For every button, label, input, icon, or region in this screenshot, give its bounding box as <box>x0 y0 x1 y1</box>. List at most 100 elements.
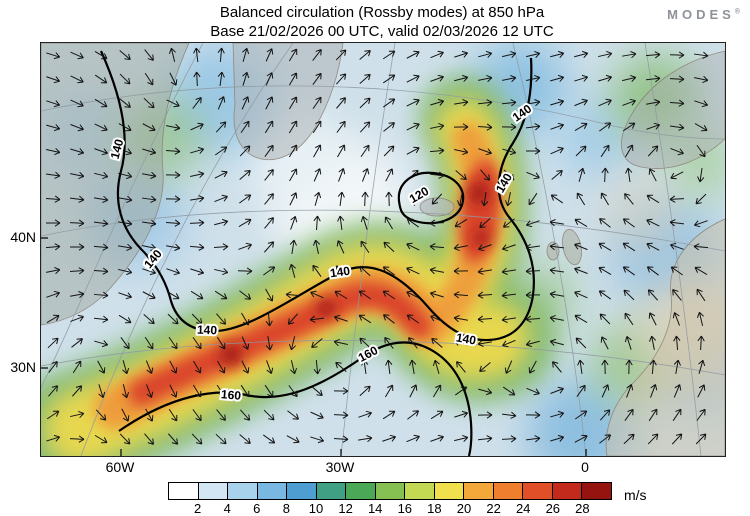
wind-vector-arrow <box>168 336 178 350</box>
wind-vector-arrow <box>192 96 202 109</box>
wind-vector-arrow <box>241 96 250 110</box>
wind-vector-arrow <box>93 219 109 227</box>
wind-vector-arrow <box>599 313 611 325</box>
landmass-greenland <box>232 43 344 161</box>
wind-vector-arrow <box>646 194 660 204</box>
wind-vector-arrow <box>406 314 420 324</box>
wind-vector-arrow <box>264 193 274 205</box>
wind-vector-arrow <box>694 75 709 84</box>
wind-vector-arrow <box>338 168 346 182</box>
wind-vector-arrow <box>335 265 347 277</box>
wind-vector-arrow <box>360 240 370 254</box>
wind-vector-arrow <box>69 219 85 227</box>
wind-vector-arrow <box>168 408 178 422</box>
wind-vector-arrow <box>312 239 321 254</box>
colorbar-tick-label: 20 <box>456 501 472 516</box>
wind-vector-arrow <box>574 50 589 58</box>
wind-vector-arrow <box>669 51 685 59</box>
wind-vector-arrow <box>598 74 613 82</box>
wind-vector-arrow <box>382 74 396 84</box>
y-axis-label: 40N <box>10 229 36 245</box>
wind-vector-arrow <box>698 359 706 374</box>
wind-vector-arrow <box>360 215 368 230</box>
wind-vector-arrow <box>383 241 395 253</box>
colorbar-tick-label: 4 <box>223 501 231 516</box>
wind-vector-arrow <box>239 169 251 180</box>
wind-vector-arrow <box>694 266 708 276</box>
wind-vector-arrow <box>693 51 709 59</box>
wind-vectors-layer <box>45 47 709 445</box>
wind-vector-arrow <box>264 144 274 157</box>
wind-vector-arrow <box>359 97 371 109</box>
wind-vector-arrow <box>693 220 708 228</box>
wind-vector-arrow <box>240 384 250 398</box>
wind-vector-arrow <box>622 122 636 132</box>
wind-vector-arrow <box>288 96 298 110</box>
wind-vector-arrow <box>574 266 588 274</box>
wind-vector-arrow <box>457 192 465 207</box>
wind-vector-arrow <box>169 384 178 398</box>
wind-vector-arrow <box>119 73 131 85</box>
wind-vector-arrow <box>576 384 586 397</box>
wind-vector-arrow <box>144 433 155 445</box>
wind-vector-arrow <box>213 243 229 251</box>
wind-vector-arrow <box>406 146 420 155</box>
wind-vector-arrow <box>118 123 132 132</box>
wind-vector-arrow <box>46 52 61 60</box>
wind-vector-arrow <box>46 314 60 323</box>
wind-vector-arrow <box>406 218 420 228</box>
wind-vector-arrow <box>647 289 659 301</box>
wind-vector-arrow <box>429 290 444 298</box>
wind-vector-arrow <box>69 195 85 203</box>
colorbar-segment <box>551 483 582 499</box>
wind-vector-arrow <box>695 433 707 445</box>
wind-vector-arrow <box>190 290 204 300</box>
wind-vector-arrow <box>453 291 469 299</box>
wind-vector-arrow <box>598 98 612 107</box>
wind-vector-arrow <box>70 51 84 60</box>
wind-vector-arrow <box>549 314 564 323</box>
wind-vector-arrow <box>477 411 493 419</box>
wind-vector-arrow <box>312 72 322 85</box>
wind-vector-arrow <box>122 360 130 375</box>
wind-vector-arrow <box>189 219 205 227</box>
wind-vector-arrow <box>550 194 564 204</box>
wind-vector-arrow <box>47 337 59 349</box>
wind-vector-arrow <box>312 264 322 277</box>
wind-vector-arrow <box>383 98 396 108</box>
wind-vector-arrow <box>576 192 586 206</box>
wind-vector-arrow <box>142 219 157 227</box>
wind-vector-arrow <box>601 167 609 183</box>
wind-vector-arrow <box>696 408 706 421</box>
wind-vector-arrow <box>454 147 469 156</box>
wind-vector-arrow <box>142 148 157 156</box>
x-axis-label: 0 <box>581 459 589 475</box>
wind-vector-arrow <box>649 335 657 350</box>
wind-vector-arrow <box>648 168 657 182</box>
wind-vector-arrow <box>671 433 683 445</box>
colorbar-segment <box>374 483 405 499</box>
wind-vector-arrow <box>598 266 612 275</box>
wind-vector-arrow <box>217 47 225 63</box>
wind-vector-arrow <box>598 290 611 300</box>
wind-vector-arrow <box>216 384 226 398</box>
wind-vector-arrow <box>263 409 275 421</box>
registered-mark: ® <box>734 8 740 16</box>
wind-vector-arrow <box>669 219 685 227</box>
wind-vector-arrow <box>430 122 445 131</box>
wind-vector-arrow <box>313 168 322 182</box>
wind-vector-arrow <box>262 434 276 444</box>
map-area: 140 140 140 140 140 140 140 160 160 120 <box>40 42 726 457</box>
colorbar-segment <box>463 483 493 499</box>
wind-vector-arrow <box>314 191 322 206</box>
wind-vector-arrow <box>336 240 345 254</box>
wind-vector-arrow <box>193 47 201 63</box>
wind-vector-arrow <box>71 338 83 348</box>
wind-vector-arrow <box>574 434 588 443</box>
wind-vector-arrow <box>118 219 133 227</box>
wind-vector-arrow <box>481 192 489 207</box>
wind-vector-arrow <box>598 50 613 59</box>
chart-titles: Balanced circulation (Rossby modes) at 8… <box>40 3 724 41</box>
wind-vector-arrow <box>118 292 133 300</box>
